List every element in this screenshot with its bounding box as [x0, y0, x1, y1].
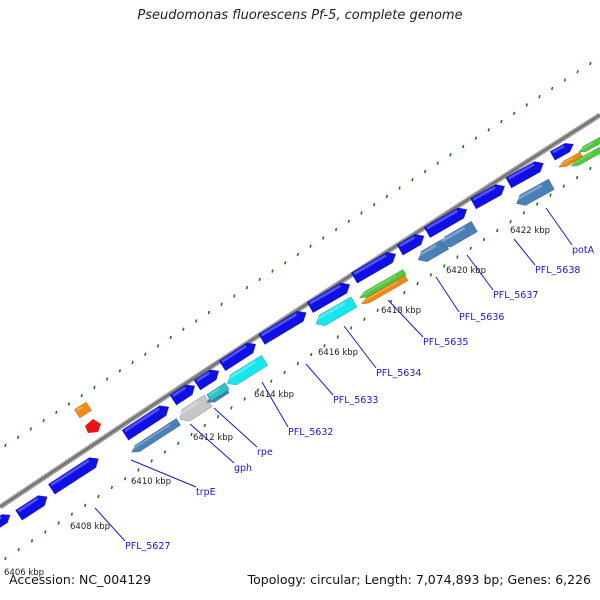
gene-label-text: PFL_5636 — [459, 312, 504, 323]
cds-feature-inner — [440, 220, 478, 248]
rna-feature — [178, 394, 213, 422]
gene-label-pfl-5633[interactable]: PFL_5633 — [305, 363, 378, 406]
gene-label-pfl-5638[interactable]: PFL_5638 — [513, 238, 580, 276]
outer-gc-ticks — [4, 61, 592, 448]
cds-feature — [469, 184, 506, 210]
kbp-scale-label: 6420 kbp — [446, 266, 486, 276]
cds-feature — [549, 142, 574, 161]
gene-label-text: trpE — [196, 487, 216, 498]
accession-text: Accession: NC_004129 — [9, 572, 152, 587]
gene-label-pfl-5632[interactable]: PFL_5632 — [261, 381, 333, 438]
cds-feature — [15, 495, 48, 521]
cds-feature — [423, 207, 468, 239]
cds-feature-inner — [417, 238, 450, 263]
trna-marker — [85, 419, 101, 433]
kbp-scale-label: 6416 kbp — [318, 348, 358, 358]
gene-label-text: gph — [234, 463, 252, 474]
cds-feature — [0, 514, 11, 532]
genome-backbone — [0, 112, 600, 510]
rrna-marker — [73, 401, 93, 419]
cds-feature-inner — [358, 268, 407, 299]
gene-label-pfl-5634[interactable]: PFL_5634 — [343, 325, 421, 379]
gene-label-gph[interactable]: gph — [189, 423, 252, 474]
cds-feature-inner — [131, 417, 182, 453]
cds-feature — [193, 369, 220, 391]
gene-label-pfl-5637[interactable]: PFL_5637 — [466, 254, 538, 301]
cds-feature-inner — [577, 136, 600, 153]
gene-label-trpe[interactable]: trpE — [130, 459, 216, 498]
kbp-scale-label: 6418 kbp — [381, 306, 421, 316]
gene-label-text: PFL_5634 — [376, 368, 421, 379]
cds-feature — [350, 251, 397, 284]
kbp-scale-label: 6406 kbp — [4, 568, 44, 578]
kbp-scale-label: 6422 kbp — [510, 226, 550, 236]
gene-label-pfl-5635[interactable]: PFL_5635 — [387, 299, 468, 348]
cds-feature — [169, 384, 196, 406]
gene-label-pfl-5627[interactable]: PFL_5627 — [94, 507, 170, 552]
genome-summary-text: Topology: circular; Length: 7,074,893 bp… — [247, 572, 591, 587]
gene-label-text: rpe — [257, 447, 273, 458]
map-title: Pseudomonas fluorescens Pf-5, complete g… — [137, 8, 463, 23]
cds-feature — [218, 342, 257, 372]
gene-label-text: PFL_5637 — [493, 290, 538, 301]
inner-gc-ticks — [4, 166, 592, 561]
cds-feature — [47, 457, 99, 495]
gene-label-pota[interactable]: potA — [545, 207, 595, 256]
gene-label-text: PFL_5632 — [288, 427, 333, 438]
cds-feature-inner — [226, 354, 269, 386]
gene-label-text: PFL_5627 — [125, 541, 170, 552]
kbp-scale-label: 6408 kbp — [70, 522, 110, 532]
gene-label-text: potA — [572, 245, 595, 256]
cds-feature — [121, 405, 170, 441]
cds-feature-inner — [206, 382, 230, 402]
cds-feature — [505, 161, 544, 189]
cds-feature — [306, 282, 351, 314]
cds-feature-inner — [515, 178, 555, 206]
gene-label-text: PFL_5638 — [535, 265, 580, 276]
cds-feature — [396, 233, 425, 256]
gene-label-rpe[interactable]: rpe — [213, 407, 273, 458]
cds-feature-inner — [315, 296, 358, 327]
gene-label-text: PFL_5633 — [333, 395, 378, 406]
kbp-scale-label: 6410 kbp — [131, 477, 171, 487]
cds-feature-inner — [570, 146, 600, 167]
cds-feature — [258, 310, 307, 345]
gene-label-pfl-5636[interactable]: PFL_5636 — [435, 276, 504, 323]
kbp-scale-label: 6412 kbp — [193, 433, 233, 443]
cds-feature-inner — [360, 274, 409, 305]
gene-label-text: PFL_5635 — [423, 337, 468, 348]
kbp-scale-label: 6414 kbp — [254, 390, 294, 400]
